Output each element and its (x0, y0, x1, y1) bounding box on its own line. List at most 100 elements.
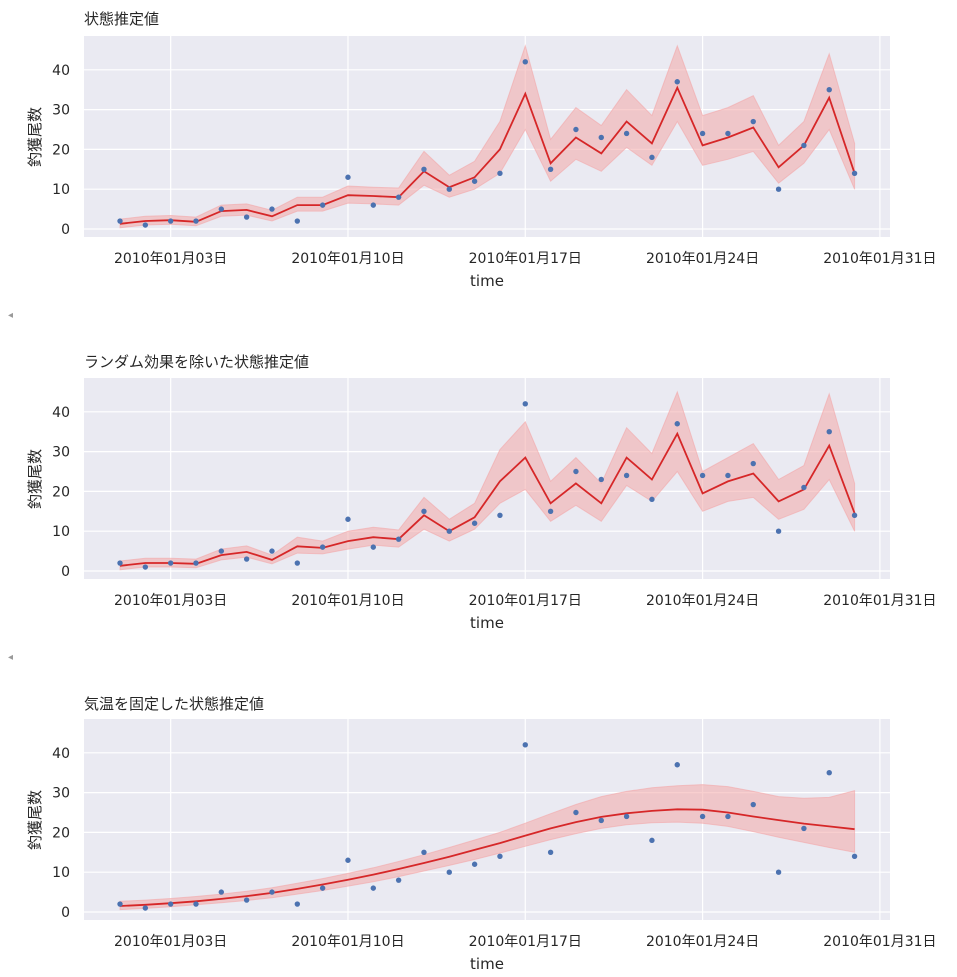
observed-point (573, 809, 579, 816)
y-tick-label: 30 (52, 103, 70, 119)
y-tick-labels: 0 10 20 30 40 (52, 63, 70, 238)
observed-point (801, 484, 807, 491)
observed-point (142, 564, 149, 570)
scroll-left-arrow-icon[interactable]: ◂ (8, 310, 13, 321)
x-tick-label: 2010年01月31日 (823, 593, 936, 609)
observed-point (750, 118, 756, 125)
observed-point (801, 142, 807, 149)
observed-point (851, 512, 858, 518)
observed-point (623, 472, 630, 479)
x-axis-label: time (470, 614, 504, 632)
observed-point (725, 130, 731, 137)
observed-point (801, 825, 807, 832)
x-tick-label: 2010年01月03日 (114, 593, 227, 609)
observed-point (395, 877, 402, 883)
observed-point (750, 460, 756, 467)
observed-point (547, 849, 554, 855)
x-tick-label: 2010年01月03日 (114, 251, 227, 267)
observed-point (497, 170, 503, 176)
chart-title: 気温を固定した状態推定値 (84, 695, 264, 713)
y-tick-labels: 0 10 20 30 40 (52, 405, 70, 580)
observed-point (446, 869, 452, 875)
observed-point (319, 544, 326, 550)
x-tick-labels: 2010年01月03日 2010年01月10日 2010年01月17日 2010… (114, 934, 937, 950)
observed-point (345, 174, 351, 180)
observed-point (775, 869, 782, 875)
confidence-band (119, 390, 856, 571)
observed-point (269, 889, 275, 895)
y-tick-label: 40 (52, 746, 70, 762)
observed-point (547, 508, 554, 514)
x-tick-label: 2010年01月10日 (291, 251, 404, 267)
observed-point (649, 837, 655, 844)
observed-point (294, 901, 301, 907)
observed-point (395, 194, 402, 200)
observed-point (826, 770, 832, 776)
observed-point (775, 528, 782, 534)
y-tick-labels: 0 10 20 30 40 (52, 746, 70, 921)
observed-point (649, 154, 655, 161)
y-tick-label: 0 (61, 905, 70, 921)
x-tick-label: 2010年01月17日 (469, 593, 582, 609)
observed-point (826, 87, 832, 93)
observed-point (319, 202, 326, 208)
y-tick-label: 20 (52, 142, 70, 158)
observed-point (725, 472, 731, 479)
x-axis-label: time (470, 955, 504, 973)
observed-point (471, 861, 478, 867)
observed-point (167, 218, 174, 224)
x-tick-label: 2010年01月03日 (114, 934, 227, 950)
observed-point (750, 801, 756, 808)
observed-point (421, 166, 427, 172)
chart-title: 状態推定値 (84, 10, 159, 28)
observed-point (598, 134, 604, 141)
observed-point (421, 849, 427, 855)
observed-point (218, 548, 225, 554)
y-tick-label: 10 (52, 865, 70, 881)
chart-state-estimate-fixed-temperature: 気温を固定した状態推定値 0 10 20 30 40 2010年01月03日 2… (26, 695, 937, 973)
chart-state-estimate-no-random-effect: ランダム効果を除いた状態推定値 0 10 20 30 40 2010年01月03… (26, 353, 937, 632)
observed-point (294, 218, 301, 224)
y-tick-label: 20 (52, 484, 70, 500)
observed-point (522, 59, 528, 65)
observed-point (193, 560, 199, 566)
observed-point (117, 901, 123, 907)
observed-point (851, 853, 858, 859)
observed-point (471, 178, 478, 184)
observed-point (775, 186, 782, 192)
observed-point (471, 520, 478, 526)
observed-point (243, 214, 250, 220)
observed-point (623, 130, 630, 137)
y-axis-label: 釣獲尾数 (26, 107, 44, 167)
observed-points (117, 742, 858, 911)
y-tick-label: 0 (61, 222, 70, 238)
observed-point (319, 885, 326, 891)
estimate-line (119, 431, 856, 567)
observed-point (674, 421, 680, 427)
confidence-band (119, 44, 856, 229)
observed-point (674, 79, 680, 85)
observed-point (294, 560, 301, 566)
observed-point (167, 560, 174, 566)
observed-point (547, 166, 554, 172)
observed-point (117, 560, 123, 566)
observed-point (446, 186, 452, 192)
x-tick-label: 2010年01月31日 (823, 251, 936, 267)
observed-point (573, 468, 579, 475)
observed-point (725, 813, 731, 820)
observed-point (598, 476, 604, 483)
x-tick-labels: 2010年01月03日 2010年01月10日 2010年01月17日 2010… (114, 251, 937, 267)
y-tick-label: 10 (52, 182, 70, 198)
y-tick-label: 20 (52, 825, 70, 841)
x-tick-label: 2010年01月24日 (646, 934, 759, 950)
observed-point (497, 512, 503, 518)
estimate-line (119, 808, 855, 907)
scroll-left-arrow-icon[interactable]: ◂ (8, 652, 13, 663)
chart-title: ランダム効果を除いた状態推定値 (84, 353, 309, 371)
observed-point (851, 170, 858, 176)
observed-point (142, 905, 149, 911)
observed-point (167, 901, 174, 907)
y-tick-label: 30 (52, 445, 70, 461)
observed-point (269, 206, 275, 212)
